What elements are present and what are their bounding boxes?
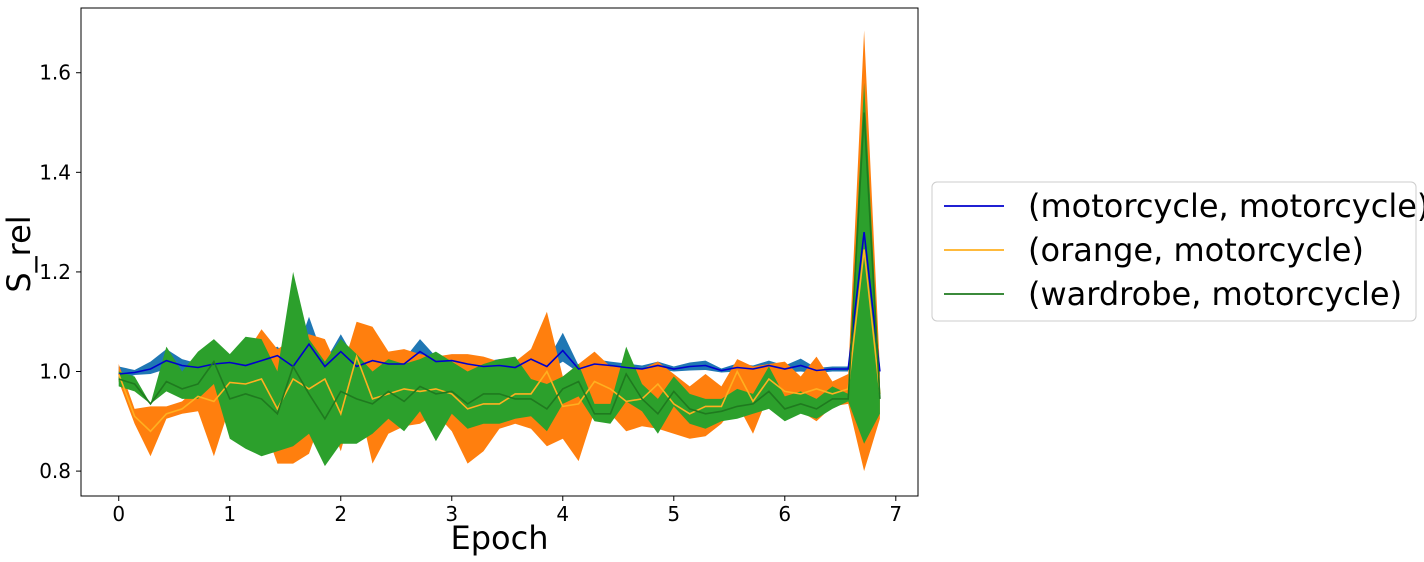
y-axis-ticks: 0.8 1.0 1.2 1.4 1.6 [39,61,81,483]
x-axis-ticks: 0 1 2 3 4 5 6 7 [112,496,902,526]
x-tick-label: 0 [112,502,125,526]
line-series-2 [117,249,881,433]
mean-lines [117,112,881,433]
x-axis-label: Epoch [451,519,549,557]
x-tick-label: 5 [667,502,680,526]
y-axis-label: S_rel [0,215,38,292]
x-tick-label: 4 [556,502,569,526]
y-tick-label: 1.4 [39,160,71,184]
y-tick-label: 0.8 [39,459,71,483]
x-tick-label: 3 [445,502,458,526]
legend: (motorcycle, motorcycle) (orange, motorcy… [931,181,1424,322]
x-tick-label: 1 [223,502,236,526]
confidence-bands [118,30,880,472]
legend-label-1: (motorcycle, motorcycle) [1028,187,1424,225]
x-tick-label: 6 [778,502,791,526]
line-series-3 [118,112,881,421]
y-tick-label: 1.2 [39,260,71,284]
x-tick-label: 2 [334,502,347,526]
legend-box [931,181,1417,322]
band-series-3 [118,82,880,467]
plot-frame [80,7,919,497]
y-tick-label: 1.0 [39,360,71,384]
x-tick-label: 7 [889,502,902,526]
legend-label-2: (orange, motorcycle) [1028,231,1364,269]
y-tick-label: 1.6 [39,61,71,85]
legend-label-3: (wardrobe, motorcycle) [1028,275,1402,313]
line-series-1 [118,232,881,375]
